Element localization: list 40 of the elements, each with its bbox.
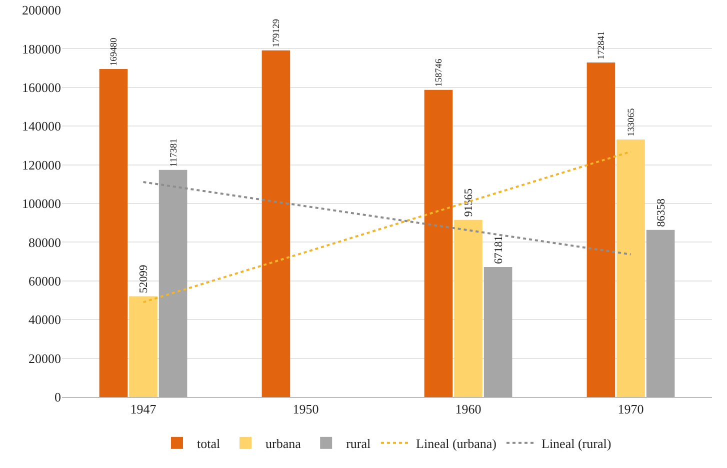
y-tick-label: 60000 — [28, 273, 61, 288]
data-label: 169480 — [110, 37, 120, 66]
bar — [646, 230, 675, 397]
y-tick-label: 40000 — [28, 312, 61, 328]
legend-label: Lineal (rural) — [542, 436, 612, 451]
data-label: 172841 — [597, 30, 608, 60]
data-label: 117381 — [168, 138, 180, 167]
y-tick-label: 0 — [54, 390, 61, 405]
bar — [129, 296, 158, 397]
legend-label: total — [197, 436, 220, 451]
bar — [99, 69, 128, 397]
x-tick-label: 1970 — [618, 402, 644, 417]
data-label: 52099 — [138, 264, 150, 294]
y-tick-label: 80000 — [28, 234, 61, 250]
legend-label: rural — [346, 436, 372, 451]
data-label: 179129 — [272, 18, 282, 48]
data-label: 86358 — [655, 198, 668, 227]
y-tick-label: 160000 — [22, 80, 61, 95]
legend-label: urbana — [265, 436, 302, 451]
data-label: 133065 — [627, 108, 638, 137]
bar — [424, 90, 453, 397]
bar — [454, 220, 482, 397]
x-tick-label: 1950 — [292, 402, 319, 417]
bar — [586, 62, 616, 397]
data-label: 67181 — [492, 236, 505, 264]
data-label: 91565 — [463, 188, 476, 217]
y-tick-label: 200000 — [22, 2, 61, 18]
bar — [158, 170, 188, 397]
y-tick-label: 20000 — [28, 350, 61, 366]
x-tick-label: 1947 — [130, 402, 157, 417]
bar — [484, 267, 512, 397]
y-tick-label: 120000 — [22, 157, 61, 172]
y-tick-label: 100000 — [22, 196, 61, 212]
y-tick-label: 140000 — [22, 118, 61, 134]
y-tick-label: 180000 — [22, 41, 61, 56]
data-label: 158746 — [434, 58, 445, 87]
bar — [616, 140, 645, 397]
x-tick-label: 1960 — [455, 402, 482, 417]
bar — [262, 50, 290, 397]
legend-label: Lineal (urbana) — [416, 436, 497, 451]
